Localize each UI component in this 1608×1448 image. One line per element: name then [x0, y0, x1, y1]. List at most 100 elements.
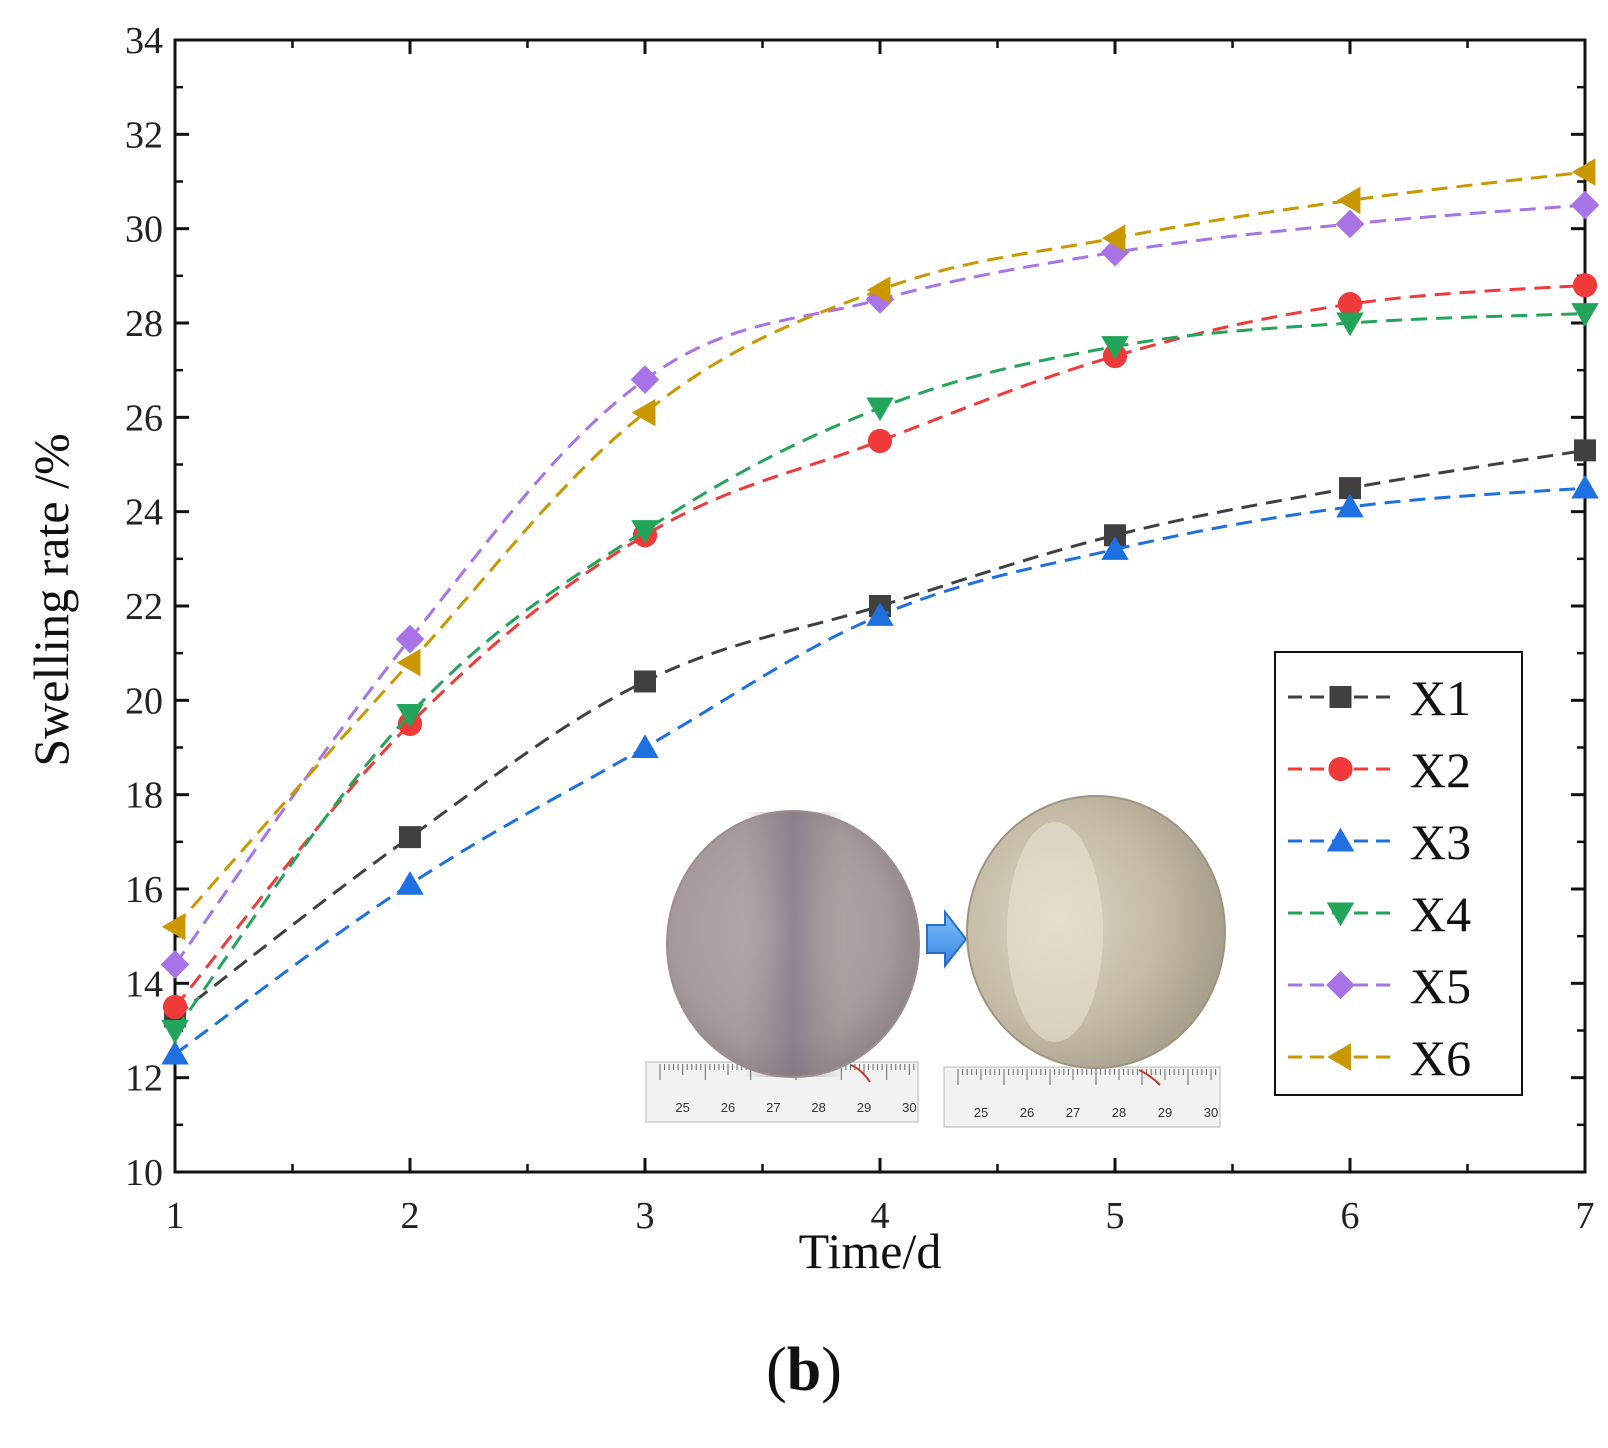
panel-label-letter: b	[787, 1336, 821, 1404]
ruler-number: 30	[902, 1100, 916, 1115]
data-point-x2	[1572, 273, 1598, 298]
data-point-x6	[1336, 186, 1361, 215]
data-point-x4	[1101, 336, 1129, 360]
series-x5	[160, 190, 1600, 979]
y-tick-label: 30	[125, 209, 163, 251]
series-line-x5	[173, 203, 1586, 966]
legend-label: X3	[1410, 814, 1471, 870]
data-point-x4	[631, 520, 659, 544]
legend-label: X1	[1410, 670, 1471, 726]
x-tick-label: 4	[871, 1195, 890, 1237]
data-point-x3	[1101, 536, 1129, 560]
y-tick-label: 22	[125, 586, 163, 628]
x-axis-title: Time/d	[799, 1223, 942, 1279]
legend-item-x5: X5	[1288, 958, 1471, 1014]
legend-marker	[1326, 827, 1355, 852]
ruler-number: 26	[1020, 1105, 1034, 1120]
legend-label: X4	[1410, 886, 1471, 942]
ruler-number: 28	[1112, 1105, 1126, 1120]
panel-label: (b)	[766, 1336, 842, 1404]
series-layer	[160, 158, 1600, 1065]
data-point-x1	[1339, 477, 1361, 500]
x-tick-label: 1	[166, 1195, 185, 1237]
ruler-number: 28	[811, 1100, 825, 1115]
data-point-x5	[160, 950, 190, 979]
y-tick-labels: 10 12 14 16 18 20 22 24 26 28 30 32 34	[125, 20, 163, 1194]
data-point-x6	[866, 276, 891, 304]
x-tick-label: 3	[636, 1195, 655, 1237]
x-tick-label: 7	[1576, 1195, 1595, 1237]
legend-marker	[1326, 902, 1355, 927]
panel-label-close: )	[821, 1336, 842, 1404]
legend-marker	[1328, 756, 1353, 782]
data-point-x5	[395, 624, 425, 654]
ruler-number: 27	[766, 1100, 780, 1115]
data-point-x5	[630, 365, 660, 394]
data-point-x3	[1571, 474, 1599, 499]
x-tick-labels: 1 2 3 4 5 6 7	[166, 1195, 1595, 1237]
series-x4	[161, 303, 1599, 1044]
legend-item-x1: X1	[1288, 670, 1471, 726]
data-point-x5	[865, 285, 895, 314]
data-point-x4	[1336, 312, 1364, 337]
ruler-number: 29	[1158, 1105, 1172, 1120]
legend-item-x4: X4	[1288, 886, 1471, 942]
legend-label: X5	[1410, 958, 1471, 1014]
y-tick-label: 34	[125, 20, 163, 62]
series-x3	[161, 474, 1599, 1065]
y-tick-label: 26	[125, 397, 163, 439]
legend-item-x2: X2	[1288, 742, 1471, 798]
x-tick-label: 5	[1106, 1195, 1125, 1237]
y-tick-label: 18	[125, 775, 163, 817]
data-point-x5	[1335, 209, 1365, 239]
y-tick-label: 24	[125, 492, 163, 534]
ruler-number: 30	[1204, 1105, 1218, 1120]
ruler-number: 25	[675, 1100, 689, 1115]
data-point-x3	[161, 1040, 189, 1065]
data-point-x5	[1570, 190, 1600, 220]
legend-marker	[1329, 686, 1352, 708]
arrow-icon	[926, 909, 968, 969]
ruler-number: 27	[1066, 1105, 1080, 1120]
x-tick-label: 6	[1341, 1195, 1360, 1237]
data-point-x3	[631, 734, 659, 758]
legend-marker	[1326, 970, 1355, 1000]
data-point-x4	[1571, 303, 1599, 327]
data-point-x4	[866, 397, 894, 422]
legend: X1 X2 X3 X4 X5 X6	[1274, 651, 1523, 1096]
data-point-x4	[396, 704, 424, 728]
ruler-number: 26	[721, 1100, 735, 1115]
y-tick-label: 12	[125, 1058, 163, 1100]
y-tick-label: 16	[125, 869, 163, 911]
legend-box	[1274, 651, 1523, 1096]
panel-label-open: (	[766, 1336, 787, 1404]
data-point-x3	[866, 602, 894, 626]
ruler-number: 29	[857, 1100, 871, 1115]
y-tick-label: 32	[125, 114, 163, 156]
y-axis-title: Swelling rate /%	[23, 433, 79, 766]
legend-marker	[1327, 1043, 1351, 1071]
legend-item-x3: X3	[1288, 814, 1471, 870]
data-point-x6	[631, 398, 656, 427]
data-point-x4	[161, 1020, 189, 1044]
data-point-x6	[161, 912, 186, 941]
sample-photo-inset: 25 26 27 28 29 30 25 26 27 28 29 30	[640, 790, 1226, 1135]
data-point-x2	[1337, 292, 1363, 317]
legend-label: X2	[1410, 742, 1471, 798]
data-point-x1	[1574, 439, 1596, 462]
data-point-x6	[396, 648, 421, 677]
data-point-x6	[1571, 158, 1596, 186]
data-point-x1	[1104, 524, 1126, 547]
y-tick-label: 14	[125, 963, 163, 1005]
data-point-x6	[1101, 224, 1126, 252]
y-tick-label: 28	[125, 303, 163, 345]
ruler-right: 25 26 27 28 29 30	[943, 1066, 1221, 1128]
y-tick-label: 20	[125, 680, 163, 722]
sample-disk-before	[666, 810, 920, 1078]
y-tick-label: 10	[125, 1152, 163, 1194]
data-point-x3	[396, 871, 424, 895]
x-tick-label: 2	[401, 1195, 420, 1237]
data-point-x3	[1336, 493, 1364, 518]
legend-item-x6: X6	[1288, 1030, 1471, 1086]
